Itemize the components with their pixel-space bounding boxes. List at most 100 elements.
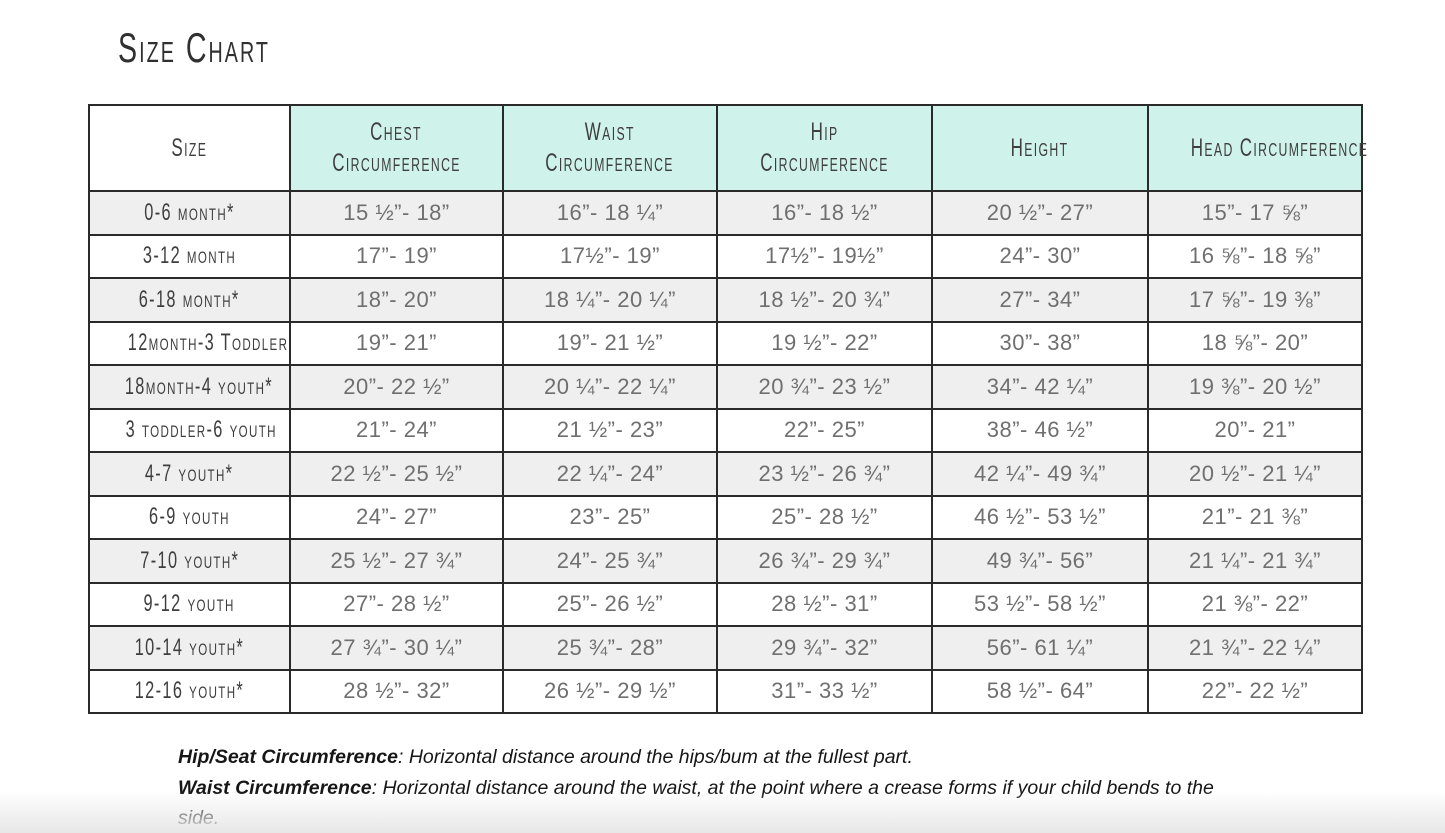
size-cell: 12-16 youth* [88, 668, 291, 714]
table-row: 6-9 youth 24”- 27” 23”- 25” 25”- 28 ½” 4… [88, 494, 1363, 540]
waist-cell: 22 ¼”- 24” [502, 451, 718, 497]
waist-cell: 16”- 18 ¼” [502, 190, 718, 236]
chest-cell: 17”- 19” [289, 233, 504, 279]
column-header-chest-line1: Chest [370, 118, 423, 146]
table-row: 6-18 month* 18”- 20” 18 ¼”- 20 ¼” 18 ½”-… [88, 277, 1363, 323]
hip-cell: 19 ½”- 22” [716, 320, 933, 366]
height-cell: 27”- 34” [931, 277, 1149, 323]
table-row: 12month-3 Toddler 19”- 21” 19”- 21 ½” 19… [88, 320, 1363, 366]
column-header-head: Head Circumference [1147, 104, 1367, 192]
note-hip-seat: Hip/Seat Circumference: Horizontal dista… [178, 746, 913, 768]
table-row: 3-12 month 17”- 19” 17½”- 19” 17½”- 19½”… [88, 233, 1363, 279]
waist-cell: 19”- 21 ½” [502, 320, 718, 366]
chest-cell: 21”- 24” [289, 407, 504, 453]
hip-cell: 23 ½”- 26 ¾” [716, 451, 933, 497]
head-cell: 19 ⅜”- 20 ½” [1147, 364, 1363, 410]
footer-notes: Hip/Seat Circumference: Horizontal dista… [178, 742, 1258, 833]
table-row: 9-12 youth 27”- 28 ½” 25”- 26 ½” 28 ½”- … [88, 581, 1363, 627]
size-cell: 4-7 youth* [88, 451, 291, 497]
column-header-size-line1: Size [171, 133, 208, 162]
size-cell: 6-9 youth [88, 494, 291, 540]
head-cell: 16 ⅝”- 18 ⅝” [1147, 233, 1363, 279]
column-header-hip-line2: Circumference [760, 149, 889, 177]
table-row: 12-16 youth* 28 ½”- 32” 26 ½”- 29 ½” 31”… [88, 668, 1363, 714]
note-term: Waist Circumference [178, 776, 372, 799]
waist-cell: 25”- 26 ½” [502, 581, 718, 627]
hip-cell: 16”- 18 ½” [716, 190, 933, 236]
chest-cell: 20”- 22 ½” [289, 364, 504, 410]
size-cell: 3 toddler-6 youth [88, 407, 291, 453]
size-cell: 0-6 month* [88, 190, 291, 236]
hip-cell: 22”- 25” [716, 407, 933, 453]
table-row: 3 toddler-6 youth 21”- 24” 21 ½”- 23” 22… [88, 407, 1363, 453]
column-header-waist-line1: Waist [584, 118, 636, 146]
table-row: 18month-4 youth* 20”- 22 ½” 20 ¼”- 22 ¼”… [88, 364, 1363, 410]
size-chart-table: Size Chest Circumference Waist Circumfer… [88, 104, 1367, 714]
head-cell: 21 ¼”- 21 ¾” [1147, 538, 1363, 584]
column-header-height-line1: Height [1011, 133, 1069, 162]
hip-cell: 20 ¾”- 23 ½” [716, 364, 933, 410]
table-row: 4-7 youth* 22 ½”- 25 ½” 22 ¼”- 24” 23 ½”… [88, 451, 1363, 497]
column-header-chest-line2: Circumference [332, 149, 461, 177]
hip-cell: 17½”- 19½” [716, 233, 933, 279]
size-cell: 7-10 youth* [88, 538, 291, 584]
hip-cell: 29 ¾”- 32” [716, 625, 933, 671]
height-cell: 38”- 46 ½” [931, 407, 1149, 453]
column-header-chest: Chest Circumference [289, 104, 504, 192]
head-cell: 17 ⅝”- 19 ⅜” [1147, 277, 1363, 323]
table-row: 10-14 youth* 27 ¾”- 30 ¼” 25 ¾”- 28” 29 … [88, 625, 1363, 671]
page-title: Size Chart [118, 26, 342, 70]
hip-cell: 26 ¾”- 29 ¾” [716, 538, 933, 584]
head-cell: 15”- 17 ⅝” [1147, 190, 1363, 236]
column-header-head-line1: Head Circumference [1190, 133, 1369, 162]
chest-cell: 28 ½”- 32” [289, 668, 504, 714]
height-cell: 56”- 61 ¼” [931, 625, 1149, 671]
page-title-text: Size Chart [118, 24, 271, 71]
size-cell: 9-12 youth [88, 581, 291, 627]
height-cell: 42 ¼”- 49 ¾” [931, 451, 1149, 497]
column-header-hip: Hip Circumference [716, 104, 933, 192]
size-cell: 10-14 youth* [88, 625, 291, 671]
height-cell: 46 ½”- 53 ½” [931, 494, 1149, 540]
chest-cell: 19”- 21” [289, 320, 504, 366]
size-cell: 3-12 month [88, 233, 291, 279]
head-cell: 21 ⅜”- 22” [1147, 581, 1363, 627]
hip-cell: 28 ½”- 31” [716, 581, 933, 627]
header-row: Size Chest Circumference Waist Circumfer… [88, 104, 1367, 192]
chest-cell: 27 ¾”- 30 ¼” [289, 625, 504, 671]
column-header-waist-line2: Circumference [545, 149, 675, 177]
column-header-waist: Waist Circumference [502, 104, 718, 192]
height-cell: 24”- 30” [931, 233, 1149, 279]
height-cell: 34”- 42 ¼” [931, 364, 1149, 410]
column-header-size: Size [88, 104, 291, 192]
size-cell: 6-18 month* [88, 277, 291, 323]
head-cell: 21 ¾”- 22 ¼” [1147, 625, 1363, 671]
size-cell: 12month-3 Toddler [88, 320, 291, 366]
waist-cell: 20 ¼”- 22 ¼” [502, 364, 718, 410]
chest-cell: 25 ½”- 27 ¾” [289, 538, 504, 584]
chest-cell: 27”- 28 ½” [289, 581, 504, 627]
height-cell: 53 ½”- 58 ½” [931, 581, 1149, 627]
note-term: Hip/Seat Circumference [178, 746, 398, 768]
waist-cell: 23”- 25” [502, 494, 718, 540]
height-cell: 20 ½”- 27” [931, 190, 1149, 236]
chest-cell: 22 ½”- 25 ½” [289, 451, 504, 497]
size-cell: 18month-4 youth* [88, 364, 291, 410]
height-cell: 30”- 38” [931, 320, 1149, 366]
hip-cell: 25”- 28 ½” [716, 494, 933, 540]
note-desc: : Horizontal distance around the hips/bu… [398, 746, 913, 768]
head-cell: 20”- 21” [1147, 407, 1363, 453]
hip-cell: 31”- 33 ½” [716, 668, 933, 714]
waist-cell: 17½”- 19” [502, 233, 718, 279]
height-cell: 49 ¾”- 56” [931, 538, 1149, 584]
head-cell: 20 ½”- 21 ¼” [1147, 451, 1363, 497]
chest-cell: 15 ½”- 18” [289, 190, 504, 236]
waist-cell: 26 ½”- 29 ½” [502, 668, 718, 714]
head-cell: 18 ⅝”- 20” [1147, 320, 1363, 366]
chest-cell: 24”- 27” [289, 494, 504, 540]
chest-cell: 18”- 20” [289, 277, 504, 323]
waist-cell: 24”- 25 ¾” [502, 538, 718, 584]
table-row: 7-10 youth* 25 ½”- 27 ¾” 24”- 25 ¾” 26 ¾… [88, 538, 1363, 584]
head-cell: 22”- 22 ½” [1147, 668, 1363, 714]
waist-cell: 21 ½”- 23” [502, 407, 718, 453]
